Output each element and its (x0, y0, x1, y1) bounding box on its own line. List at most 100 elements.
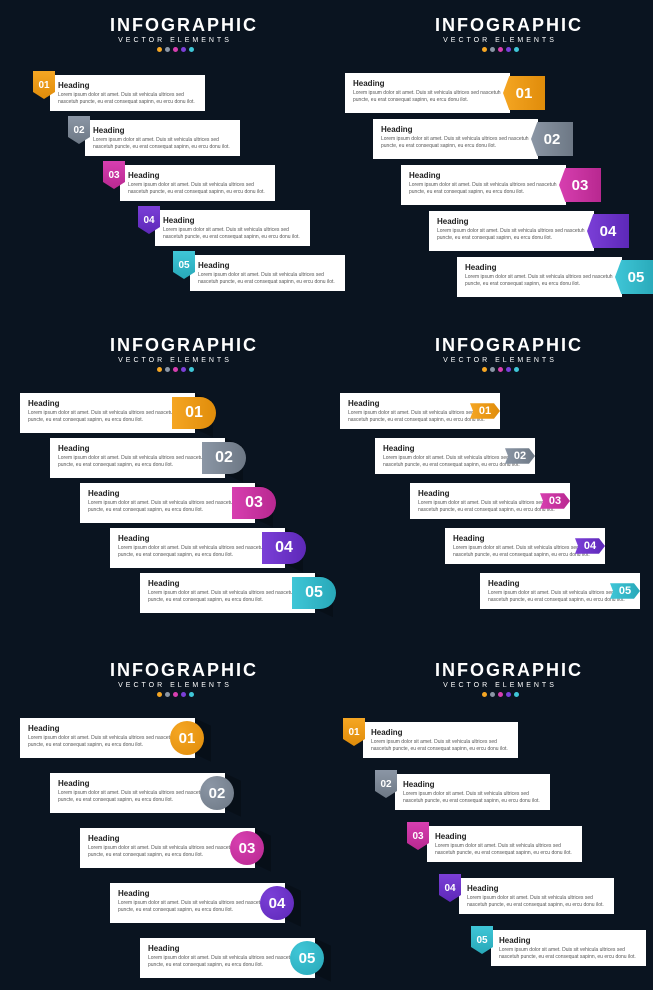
step-heading: Heading (409, 171, 558, 180)
step-body: Lorem ipsum dolor sit amet. Duis sit veh… (163, 227, 302, 241)
step-card-3: Heading Lorem ipsum dolor sit amet. Duis… (120, 165, 275, 201)
step-card-1: Heading Lorem ipsum dolor sit amet. Duis… (50, 75, 205, 111)
step-heading: Heading (118, 889, 277, 898)
step-number-4: 04 (260, 886, 294, 920)
step-body: Lorem ipsum dolor sit amet. Duis sit veh… (148, 955, 307, 969)
panel-header: INFOGRAPHIC VECTOR ELEMENTS (435, 15, 565, 52)
step-number-5: 05 (471, 926, 493, 954)
step-card-2: Heading Lorem ipsum dolor sit amet. Duis… (50, 438, 225, 478)
step-card-1: Heading Lorem ipsum dolor sit amet. Duis… (363, 722, 518, 758)
step-body: Lorem ipsum dolor sit amet. Duis sit veh… (28, 410, 187, 424)
step-heading: Heading (88, 834, 247, 843)
step-number-1: 01 (343, 718, 365, 746)
step-heading: Heading (93, 126, 232, 135)
step-number-1: 01 (503, 76, 545, 110)
step-card-4: Heading Lorem ipsum dolor sit amet. Duis… (155, 210, 310, 246)
header-dots (110, 47, 240, 52)
step-body: Lorem ipsum dolor sit amet. Duis sit veh… (58, 455, 217, 469)
step-number-2: 02 (531, 122, 573, 156)
step-heading: Heading (437, 217, 586, 226)
step-heading: Heading (381, 125, 530, 134)
step-number-4: 04 (439, 874, 461, 902)
panel-header: INFOGRAPHIC VECTOR ELEMENTS (110, 335, 240, 372)
step-heading: Heading (403, 780, 542, 789)
step-heading: Heading (198, 261, 337, 270)
step-card-5: Heading Lorem ipsum dolor sit amet. Duis… (457, 257, 622, 297)
step-card-5: Heading Lorem ipsum dolor sit amet. Duis… (190, 255, 345, 291)
step-body: Lorem ipsum dolor sit amet. Duis sit veh… (499, 947, 638, 961)
step-body: Lorem ipsum dolor sit amet. Duis sit veh… (467, 895, 606, 909)
step-card-1: Heading Lorem ipsum dolor sit amet. Duis… (20, 393, 195, 433)
step-body: Lorem ipsum dolor sit amet. Duis sit veh… (93, 137, 232, 151)
step-heading: Heading (499, 936, 638, 945)
step-body: Lorem ipsum dolor sit amet. Duis sit veh… (409, 182, 558, 196)
header-title: INFOGRAPHIC (110, 660, 240, 681)
panel-header: INFOGRAPHIC VECTOR ELEMENTS (435, 660, 565, 697)
header-dots (110, 692, 240, 697)
step-heading: Heading (465, 263, 614, 272)
step-body: Lorem ipsum dolor sit amet. Duis sit veh… (403, 791, 542, 805)
step-card-3: Heading Lorem ipsum dolor sit amet. Duis… (401, 165, 566, 205)
step-body: Lorem ipsum dolor sit amet. Duis sit veh… (88, 845, 247, 859)
step-card-4: Heading Lorem ipsum dolor sit amet. Duis… (429, 211, 594, 251)
step-number-2: 02 (202, 442, 246, 474)
step-number-2: 02 (200, 776, 234, 810)
step-number-1: 01 (170, 721, 204, 755)
step-card-2: Heading Lorem ipsum dolor sit amet. Duis… (50, 773, 225, 813)
step-heading: Heading (148, 579, 307, 588)
header-title: INFOGRAPHIC (110, 335, 240, 356)
step-heading: Heading (58, 444, 217, 453)
step-number-3: 03 (559, 168, 601, 202)
infographic-panel-5: INFOGRAPHIC VECTOR ELEMENTS Heading Lore… (15, 660, 325, 990)
step-heading: Heading (58, 779, 217, 788)
step-number-1: 01 (172, 397, 216, 429)
step-body: Lorem ipsum dolor sit amet. Duis sit veh… (465, 274, 614, 288)
step-number-5: 05 (290, 941, 324, 975)
header-subtitle: VECTOR ELEMENTS (435, 682, 565, 689)
step-body: Lorem ipsum dolor sit amet. Duis sit veh… (437, 228, 586, 242)
panel-header: INFOGRAPHIC VECTOR ELEMENTS (110, 660, 240, 697)
step-heading: Heading (353, 79, 502, 88)
step-heading: Heading (467, 884, 606, 893)
step-body: Lorem ipsum dolor sit amet. Duis sit veh… (348, 410, 492, 424)
step-heading: Heading (163, 216, 302, 225)
step-body: Lorem ipsum dolor sit amet. Duis sit veh… (371, 739, 510, 753)
header-subtitle: VECTOR ELEMENTS (110, 37, 240, 44)
step-card-3: Heading Lorem ipsum dolor sit amet. Duis… (80, 828, 255, 868)
step-number-5: 05 (615, 260, 653, 294)
step-heading: Heading (88, 489, 247, 498)
step-body: Lorem ipsum dolor sit amet. Duis sit veh… (435, 843, 574, 857)
step-card-5: Heading Lorem ipsum dolor sit amet. Duis… (140, 573, 315, 613)
step-body: Lorem ipsum dolor sit amet. Duis sit veh… (28, 735, 187, 749)
step-card-1: Heading Lorem ipsum dolor sit amet. Duis… (345, 73, 510, 113)
step-number-5: 05 (292, 577, 336, 609)
header-subtitle: VECTOR ELEMENTS (110, 682, 240, 689)
header-subtitle: VECTOR ELEMENTS (435, 357, 565, 364)
step-number-4: 04 (587, 214, 629, 248)
step-body: Lorem ipsum dolor sit amet. Duis sit veh… (353, 90, 502, 104)
step-card-3: Heading Lorem ipsum dolor sit amet. Duis… (80, 483, 255, 523)
infographic-panel-3: INFOGRAPHIC VECTOR ELEMENTS Heading Lore… (15, 335, 325, 645)
step-heading: Heading (118, 534, 277, 543)
step-card-5: Heading Lorem ipsum dolor sit amet. Duis… (491, 930, 646, 966)
step-body: Lorem ipsum dolor sit amet. Duis sit veh… (383, 455, 527, 469)
step-card-4: Heading Lorem ipsum dolor sit amet. Duis… (459, 878, 614, 914)
infographic-panel-2: INFOGRAPHIC VECTOR ELEMENTS Heading Lore… (340, 15, 650, 325)
step-number-4: 04 (262, 532, 306, 564)
header-dots (110, 367, 240, 372)
step-heading: Heading (435, 832, 574, 841)
header-subtitle: VECTOR ELEMENTS (110, 357, 240, 364)
header-dots (435, 47, 565, 52)
step-heading: Heading (28, 724, 187, 733)
step-card-2: Heading Lorem ipsum dolor sit amet. Duis… (85, 120, 240, 156)
step-body: Lorem ipsum dolor sit amet. Duis sit veh… (381, 136, 530, 150)
header-title: INFOGRAPHIC (435, 15, 565, 36)
step-card-2: Heading Lorem ipsum dolor sit amet. Duis… (395, 774, 550, 810)
step-body: Lorem ipsum dolor sit amet. Duis sit veh… (418, 500, 562, 514)
step-card-3: Heading Lorem ipsum dolor sit amet. Duis… (427, 826, 582, 862)
step-body: Lorem ipsum dolor sit amet. Duis sit veh… (88, 500, 247, 514)
header-dots (435, 367, 565, 372)
step-body: Lorem ipsum dolor sit amet. Duis sit veh… (118, 900, 277, 914)
panel-header: INFOGRAPHIC VECTOR ELEMENTS (435, 335, 565, 372)
step-heading: Heading (148, 944, 307, 953)
